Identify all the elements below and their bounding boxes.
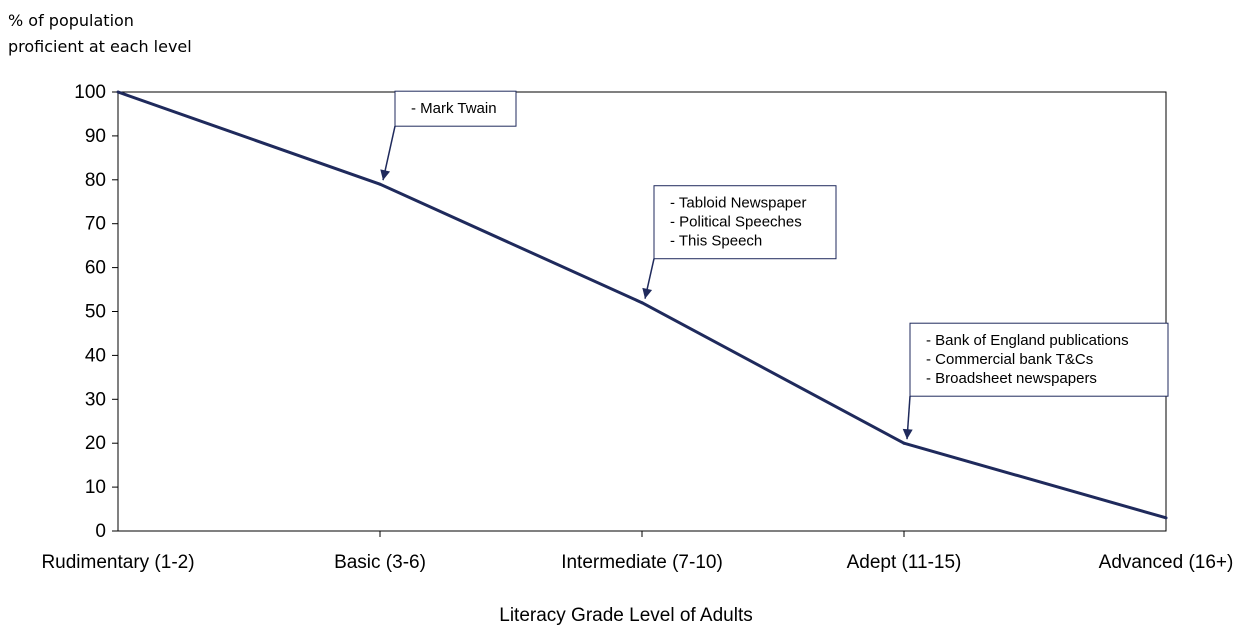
y-tick-label: 70 <box>85 214 106 235</box>
annotation-text: - Bank of England publications <box>926 332 1129 349</box>
x-axis: Rudimentary (1-2) Basic (3-6) Intermediate… <box>41 531 1233 573</box>
annotation-text: - This Speech <box>670 233 762 250</box>
annotation-arrow-head <box>902 428 913 440</box>
y-tick-label: 0 <box>95 521 106 542</box>
annotation-text: - Mark Twain <box>411 100 497 117</box>
annotation-text: - Commercial bank T&Cs <box>926 351 1093 368</box>
x-tick-label: Rudimentary (1-2) <box>41 552 194 573</box>
x-axis-title: Literacy Grade Level of Adults <box>499 605 753 626</box>
data-point <box>378 182 382 186</box>
x-tick-label: Intermediate (7-10) <box>561 552 723 573</box>
y-tick-label: 80 <box>85 170 106 191</box>
y-axis: 0 10 20 30 40 50 60 70 80 90 100 <box>74 82 118 542</box>
data-point <box>640 301 644 305</box>
y-axis-title: % of population proficient at each level <box>8 8 192 60</box>
annotation-text: - Broadsheet newspapers <box>926 370 1097 387</box>
y-axis-title-line-1: % of population <box>8 11 134 30</box>
line-chart: 0 10 20 30 40 50 60 70 80 90 100 Rudimentary (1-2)… <box>41 82 1233 573</box>
annotation-box <box>909 322 1169 397</box>
annotation-box <box>394 90 517 127</box>
annotation-arrow-head <box>380 169 391 181</box>
series-layer <box>116 90 1168 520</box>
annotation-box <box>653 185 837 260</box>
x-tick-label: Advanced (16+) <box>1099 552 1234 573</box>
y-tick-label: 60 <box>85 258 106 279</box>
data-point <box>116 90 120 94</box>
y-tick-label: 40 <box>85 345 106 366</box>
annotations-layer: - Mark Twain - Tabloid Newspaper - Politic… <box>380 90 1169 440</box>
y-tick-label: 30 <box>85 389 106 410</box>
plot-area <box>117 91 1167 532</box>
x-tick-label: Adept (11-15) <box>847 552 962 573</box>
annotation-arrow-head <box>642 287 653 299</box>
y-tick-label: 90 <box>85 126 106 147</box>
y-tick-label: 10 <box>85 477 106 498</box>
annotation-text: - Tabloid Newspaper <box>670 195 806 212</box>
y-tick-label: 100 <box>74 82 106 103</box>
y-tick-label: 50 <box>85 302 106 323</box>
y-tick-label: 20 <box>85 433 106 454</box>
x-tick-label: Basic (3-6) <box>334 552 426 573</box>
data-point <box>902 441 906 445</box>
annotation-text: - Political Speeches <box>670 214 802 231</box>
y-axis-title-line-2: proficient at each level <box>8 37 192 56</box>
data-point <box>1164 516 1168 520</box>
series-line <box>117 90 1167 520</box>
